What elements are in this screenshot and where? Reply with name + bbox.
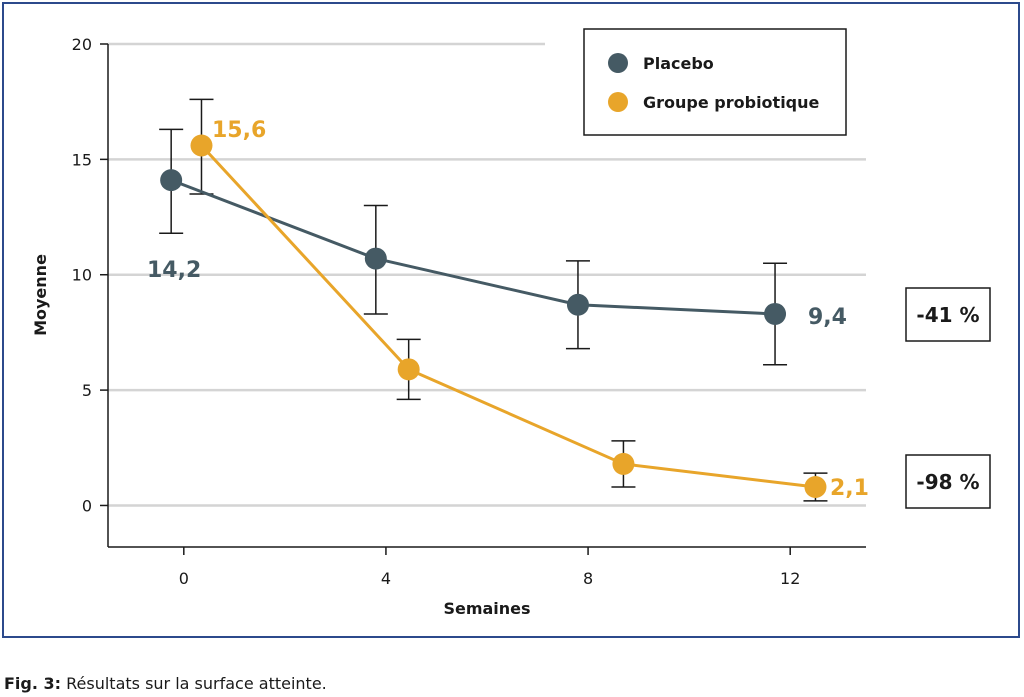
- x-tick-label-8: 8: [583, 569, 593, 588]
- data-label-probiotic-end: 2,1: [830, 476, 869, 501]
- legend-marker-probiotic: [608, 92, 628, 112]
- y-tick-label-0: 0: [82, 496, 92, 515]
- data-point-placebo-1: [364, 247, 387, 270]
- y-tick-label-15: 15: [72, 150, 92, 169]
- y-tick-labels: 0 5 10 15 20: [72, 35, 92, 515]
- y-tick-label-10: 10: [72, 266, 92, 285]
- data-point-placebo-3: [764, 302, 787, 325]
- caption-label: Fig. 3:: [4, 674, 62, 693]
- series-line-probiotic: [200, 144, 816, 489]
- data-label-placebo-end: 9,4: [808, 305, 847, 330]
- y-tick-label-5: 5: [82, 381, 92, 400]
- series-line-placebo: [170, 178, 776, 316]
- series-lines: [170, 144, 816, 489]
- grid-lines: [108, 42, 866, 507]
- data-point-placebo-2: [566, 293, 589, 316]
- annotation-probiotic-reduction: -98 %: [905, 454, 991, 509]
- data-label-probiotic-start: 15,6: [212, 118, 266, 143]
- legend-box: [583, 28, 847, 136]
- legend: Placebo Groupe probiotique: [583, 28, 847, 136]
- x-tick-label-0: 0: [179, 569, 189, 588]
- annotation-placebo-text: -41 %: [916, 303, 979, 327]
- caption-text: Résultats sur la surface atteinte.: [61, 674, 327, 693]
- x-tick-label-4: 4: [381, 569, 391, 588]
- figure-caption: Fig. 3: Résultats sur la surface atteint…: [4, 674, 327, 693]
- legend-marker-placebo: [608, 53, 628, 73]
- y-tick-label-20: 20: [72, 35, 92, 54]
- x-axis-label: Semaines: [443, 599, 530, 618]
- annotation-probiotic-text: -98 %: [916, 470, 979, 494]
- data-point-placebo-0: [160, 169, 183, 192]
- legend-label-placebo: Placebo: [643, 54, 714, 73]
- data-point-probiotic-3: [804, 476, 827, 499]
- figure-frame: [2, 2, 1020, 638]
- data-point-probiotic-0: [190, 134, 213, 157]
- data-point-probiotic-1: [397, 358, 420, 381]
- x-tick-label-12: 12: [780, 569, 800, 588]
- annotation-placebo-reduction: -41 %: [905, 287, 991, 342]
- y-axis-label: Moyenne: [31, 254, 50, 336]
- line-chart: 0 4 8 12 0 5 10 15 20 Semaines Moyenne 14,2 9,4…: [31, 28, 991, 618]
- data-label-placebo-start: 14,2: [147, 258, 201, 283]
- legend-label-probiotic: Groupe probiotique: [643, 93, 820, 112]
- data-point-probiotic-2: [612, 452, 635, 475]
- data-points: [160, 134, 827, 499]
- x-tick-labels: 0 4 8 12: [179, 569, 801, 588]
- axes: [100, 43, 866, 555]
